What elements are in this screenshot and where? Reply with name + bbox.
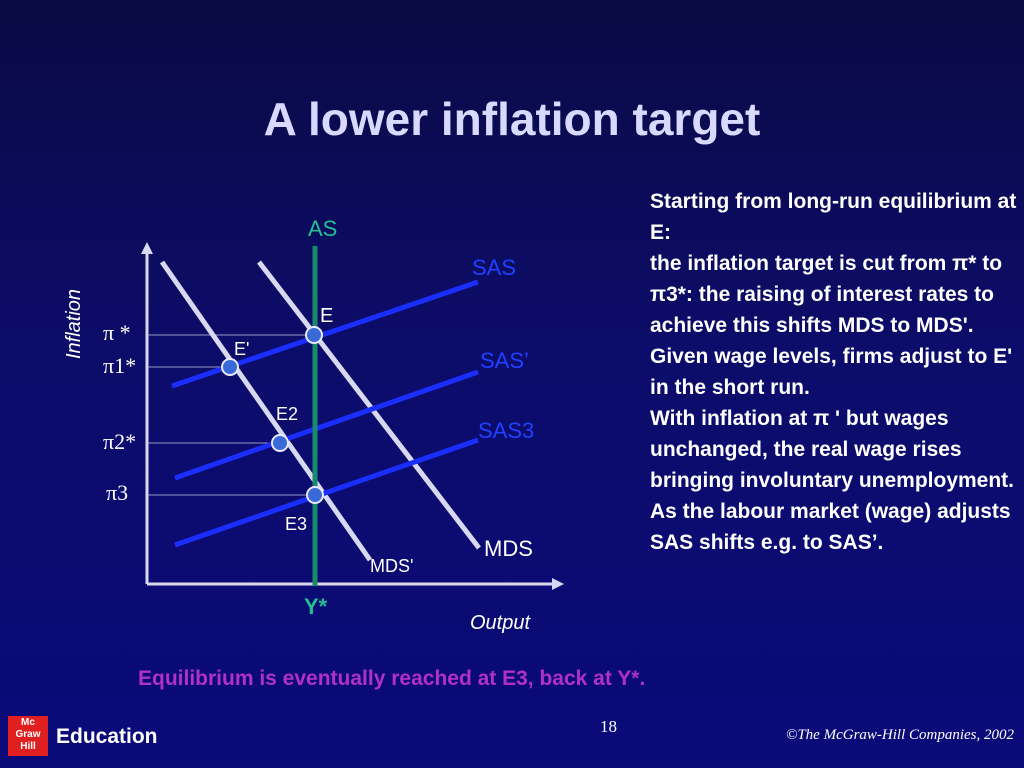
label-e-prime: E' — [234, 339, 249, 359]
page-number: 18 — [600, 717, 617, 736]
y-tick-pi2: π2* — [103, 429, 136, 454]
label-mds: MDS — [484, 536, 533, 561]
label-sas: SAS — [472, 255, 516, 280]
sas-prime-curve — [174, 369, 479, 481]
mcgraw-hill-logo: Mc Graw Hill — [8, 716, 48, 756]
label-sas-prime: SAS’ — [480, 348, 529, 373]
label-sas3: SAS3 — [478, 418, 534, 443]
sas-curve — [171, 279, 479, 389]
y-tick-pi3: π3 — [106, 480, 128, 505]
slide-title: A lower inflation target — [263, 93, 761, 145]
sas3-curve — [174, 437, 479, 548]
label-y-star: Y* — [304, 594, 328, 619]
label-mds-prime: MDS' — [370, 556, 413, 576]
label-e2: E2 — [276, 404, 298, 424]
point-e — [305, 326, 323, 344]
y-tick-pi1: π1* — [103, 353, 136, 378]
point-e-prime — [221, 358, 239, 376]
point-e2 — [271, 434, 289, 452]
explanation-line: Given wage levels, firms adjust to E' in… — [650, 345, 1013, 399]
x-axis-arrow — [552, 578, 564, 590]
education-wordmark: Education — [56, 725, 158, 748]
copyright-notice: ©The McGraw-Hill Companies, 2002 — [785, 727, 1014, 743]
conclusion-note: Equilibrium is eventually reached at E3,… — [138, 667, 646, 690]
mds-curve — [257, 260, 481, 550]
x-axis-label: Output — [470, 612, 531, 634]
mds-prime-curve — [159, 260, 373, 562]
y-axis-arrow — [141, 242, 153, 254]
y-axis-label: Inflation — [63, 289, 85, 359]
y-tick-pi-star: π * — [103, 320, 131, 345]
explanation-line: the inflation target is cut from π* to π… — [650, 252, 1003, 337]
label-as: AS — [308, 216, 337, 241]
explanation-text: Starting from long-run equilibrium at E:… — [650, 186, 1020, 558]
label-e: E — [320, 305, 333, 327]
explanation-line: With inflation at π ' but wages unchange… — [650, 407, 1015, 492]
explanation-line: Starting from long-run equilibrium at E: — [650, 190, 1017, 244]
point-e3 — [306, 486, 324, 504]
explanation-line: As the labour market (wage) adjusts SAS … — [650, 500, 1011, 554]
label-e3: E3 — [285, 514, 307, 534]
